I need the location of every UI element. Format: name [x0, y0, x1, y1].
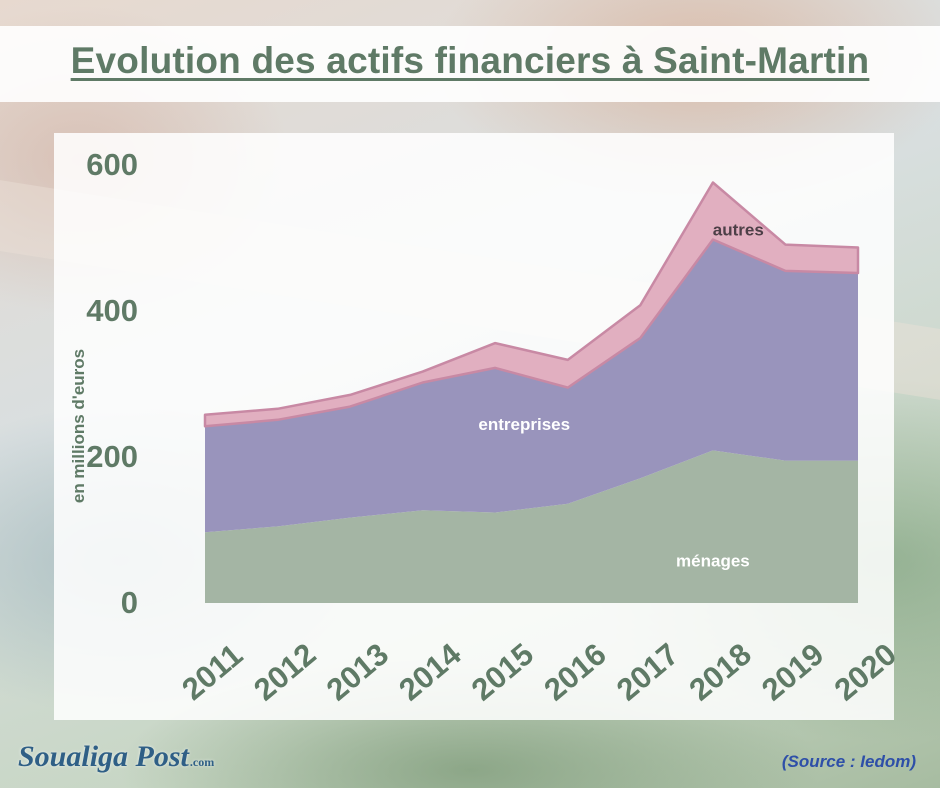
y-tick-label: 0 [121, 585, 138, 620]
area-label-autres: autres [713, 221, 764, 240]
x-tick-label: 2019 [755, 636, 830, 707]
y-tick-label: 200 [86, 439, 138, 474]
x-tick-label: 2014 [392, 636, 468, 708]
x-tick-label: 2018 [682, 636, 757, 707]
chart-title: Evolution des actifs financiers à Saint-… [70, 40, 870, 81]
source-note: (Source : Iedom) [781, 752, 916, 771]
x-tick-label: 2011 [175, 637, 249, 707]
x-tick-label: 2016 [537, 636, 612, 707]
logo-name: Soualiga Post [18, 740, 189, 773]
x-tick-label: 2012 [247, 636, 322, 707]
area-label-menages: ménages [676, 551, 750, 570]
x-tick-label: 2020 [828, 636, 903, 707]
title-band [0, 26, 940, 102]
y-tick-label: 400 [86, 293, 138, 328]
x-tick-label: 2015 [465, 636, 540, 707]
x-tick-label: 2013 [320, 636, 395, 707]
area-entreprises [205, 239, 858, 533]
soualiga-post-logo[interactable]: Soualiga Post.com [18, 740, 214, 774]
logo-suffix: .com [189, 755, 215, 769]
y-tick-label: 600 [86, 147, 138, 182]
x-tick-label: 2017 [610, 636, 685, 707]
area-label-entreprises: entreprises [478, 415, 570, 434]
y-axis-label: en millions d'euros [69, 348, 88, 504]
area-autres [203, 181, 860, 428]
area-menages [205, 450, 858, 603]
